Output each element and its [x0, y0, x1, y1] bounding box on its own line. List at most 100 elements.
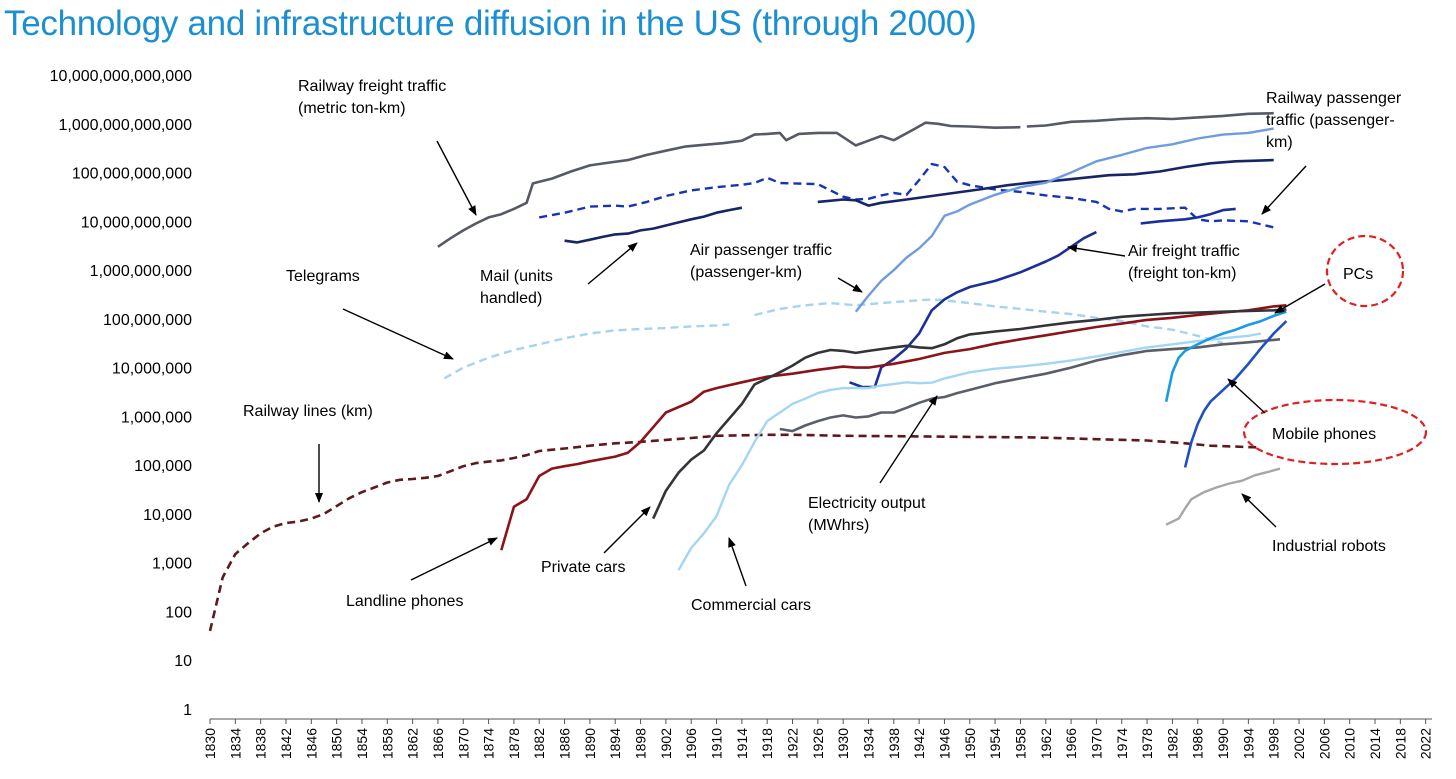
annotation-arrow	[1274, 283, 1326, 314]
annotation-arrow	[728, 537, 747, 587]
annotations-group: Railway freight traffic(metric ton-km)Ra…	[243, 78, 1428, 614]
series-path	[538, 162, 1274, 229]
x-tick-label: 1890	[582, 728, 598, 759]
annotation-label: Industrial robots	[1272, 538, 1386, 555]
series-path	[854, 127, 1274, 313]
series-line	[538, 162, 1274, 229]
y-tick-label: 100	[165, 604, 192, 621]
annotation-mail: Mail (units handled)	[480, 242, 638, 307]
x-tick-label: 1874	[481, 728, 497, 759]
x-tick-label: 1974	[1114, 728, 1130, 759]
series-line	[652, 308, 1287, 520]
series-line	[779, 338, 1281, 433]
series-path	[443, 323, 730, 380]
y-tick-label: 100,000	[134, 458, 192, 475]
series-path	[208, 433, 1262, 632]
annotation-pcs: PCs	[1274, 234, 1405, 314]
annotation-label: (freight ton-km)	[1128, 265, 1236, 282]
annotation-railway-lines: Railway lines (km)	[243, 403, 373, 503]
x-tick-label: 1922	[785, 728, 801, 759]
annotation-label: traffic (passenger-	[1266, 112, 1395, 129]
x-tick-label: 1930	[835, 728, 851, 759]
annotation-label: Railway lines (km)	[243, 403, 373, 420]
annotation-arrow	[1227, 378, 1266, 414]
series-line	[443, 298, 1224, 380]
series-path	[437, 121, 1021, 248]
x-tick-label: 1966	[1063, 728, 1079, 759]
x-tick-label: 1958	[1012, 728, 1028, 759]
annotation-label: Railway passenger	[1266, 90, 1402, 107]
x-tick-label: 2010	[1342, 728, 1358, 759]
y-axis: 1 10 100 1,000 10,000 100,000 1,000,000 10,000,…	[50, 68, 192, 719]
annotation-mobile-phones: Mobile phones	[1227, 378, 1428, 466]
y-tick-label: 10	[174, 653, 192, 670]
series-path	[1183, 320, 1288, 468]
series-path	[1164, 310, 1287, 402]
series-line	[208, 433, 1262, 632]
highlight-circle	[1242, 398, 1428, 466]
series-line	[1164, 310, 1287, 402]
annotation-label: Railway freight traffic	[298, 78, 446, 95]
x-tick-label: 1866	[430, 728, 446, 759]
series-line	[849, 207, 1236, 389]
x-tick-label: 1894	[607, 728, 623, 759]
x-tick-label: 1946	[936, 728, 952, 759]
series-path	[849, 230, 1097, 389]
y-tick-label: 1,000,000,000,000	[59, 117, 193, 134]
x-tick-label: 1862	[405, 728, 421, 759]
series-path	[1165, 467, 1281, 526]
series-line	[1183, 320, 1288, 468]
x-tick-label: 1942	[911, 728, 927, 759]
annotation-arrow	[1067, 244, 1126, 257]
x-tick-label: 1906	[683, 728, 699, 759]
x-tick-label: 1970	[1088, 728, 1104, 759]
series-line	[564, 158, 1274, 244]
annotation-label: km)	[1266, 134, 1293, 151]
annotation-arrow	[587, 242, 638, 285]
annotation-arrow	[1261, 165, 1307, 215]
annotation-industrial-robots: Industrial robots	[1241, 493, 1386, 555]
x-tick-label: 1914	[734, 728, 750, 759]
annotation-telegrams: Telegrams	[286, 268, 454, 360]
annotation-air-freight: Air freight traffic (freight ton-km)	[1067, 243, 1240, 282]
annotation-arrow	[603, 506, 651, 554]
x-tick-label: 1926	[810, 728, 826, 759]
annotation-label: PCs	[1343, 266, 1373, 283]
series-path	[1026, 111, 1274, 128]
annotation-arrow	[879, 395, 938, 484]
y-tick-label: 1,000,000	[121, 409, 192, 426]
series-path	[677, 332, 1262, 571]
annotation-label: Mobile phones	[1272, 426, 1376, 443]
series-path	[564, 206, 743, 244]
y-tick-label: 100,000,000,000	[72, 166, 192, 183]
x-tick-label: 2022	[1418, 728, 1434, 759]
x-tick-label: 1882	[531, 728, 547, 759]
x-tick-label: 2018	[1392, 728, 1408, 759]
annotation-label: handled)	[480, 290, 542, 307]
x-tick-label: 1982	[1164, 728, 1180, 759]
x-tick-label: 2002	[1291, 728, 1307, 759]
series-path	[779, 338, 1281, 433]
y-tick-label: 10,000	[143, 507, 192, 524]
annotation-arrow	[436, 140, 477, 216]
series-line	[854, 127, 1274, 313]
x-tick-label: 1910	[709, 728, 725, 759]
annotation-commercial-cars: Commercial cars	[691, 537, 811, 614]
x-tick-label: 1998	[1266, 728, 1282, 759]
y-tick-label: 10,000,000,000,000	[50, 68, 192, 85]
x-tick-label: 1902	[658, 728, 674, 759]
annotation-arrow	[342, 308, 454, 360]
annotation-railway-freight: Railway freight traffic (metric ton-km)	[298, 78, 477, 216]
annotation-label: Private cars	[541, 559, 625, 576]
x-tick-label: 1898	[633, 728, 649, 759]
annotation-air-passenger: Air passenger traffic (passenger-km)	[690, 242, 863, 293]
annotation-label: (passenger-km)	[690, 264, 802, 281]
y-tick-label: 100,000,000	[103, 312, 192, 329]
annotation-private-cars: Private cars	[541, 506, 651, 576]
annotation-label: (MWhrs)	[808, 517, 869, 534]
x-tick-label: 1830	[202, 728, 218, 759]
series-path	[817, 158, 1274, 207]
x-tick-label: 1938	[886, 728, 902, 759]
x-tick-label: 1838	[253, 728, 269, 759]
series-path	[754, 298, 1224, 345]
